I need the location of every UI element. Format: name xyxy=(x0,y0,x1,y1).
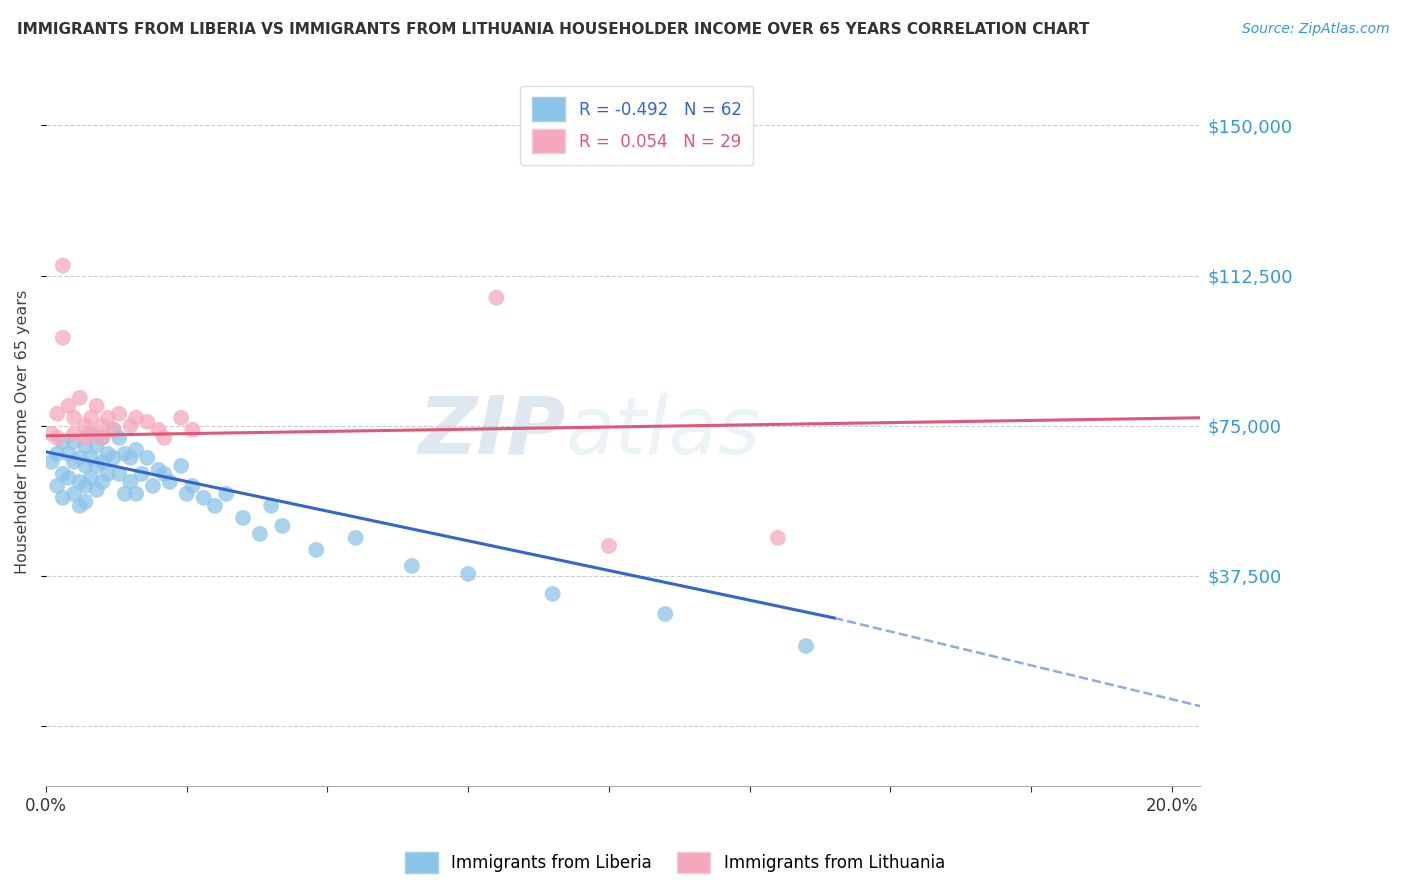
Point xyxy=(305,542,328,557)
Legend: Immigrants from Liberia, Immigrants from Lithuania: Immigrants from Liberia, Immigrants from… xyxy=(398,846,952,880)
Point xyxy=(204,499,226,513)
Point xyxy=(69,499,91,513)
Text: ZIP: ZIP xyxy=(418,392,565,471)
Point xyxy=(120,418,142,433)
Point xyxy=(80,426,103,441)
Point xyxy=(86,399,108,413)
Point xyxy=(136,450,159,465)
Point xyxy=(58,447,80,461)
Point xyxy=(80,410,103,425)
Point xyxy=(108,431,131,445)
Legend: R = -0.492   N = 62, R =  0.054   N = 29: R = -0.492 N = 62, R = 0.054 N = 29 xyxy=(520,86,754,165)
Point xyxy=(260,499,283,513)
Point xyxy=(170,458,193,473)
Point xyxy=(75,458,97,473)
Point xyxy=(75,439,97,453)
Point xyxy=(52,467,75,481)
Text: Source: ZipAtlas.com: Source: ZipAtlas.com xyxy=(1241,22,1389,37)
Point xyxy=(97,410,120,425)
Point xyxy=(46,447,69,461)
Text: IMMIGRANTS FROM LIBERIA VS IMMIGRANTS FROM LITHUANIA HOUSEHOLDER INCOME OVER 65 : IMMIGRANTS FROM LIBERIA VS IMMIGRANTS FR… xyxy=(17,22,1090,37)
Point xyxy=(176,487,198,501)
Point xyxy=(41,455,63,469)
Point xyxy=(86,439,108,453)
Point xyxy=(153,431,176,445)
Point xyxy=(457,566,479,581)
Point xyxy=(153,467,176,481)
Point xyxy=(75,431,97,445)
Point xyxy=(114,487,136,501)
Point xyxy=(125,487,148,501)
Point xyxy=(108,467,131,481)
Point xyxy=(120,450,142,465)
Point xyxy=(63,410,86,425)
Point xyxy=(52,434,75,449)
Point xyxy=(91,431,114,445)
Point xyxy=(46,407,69,421)
Point xyxy=(58,399,80,413)
Point xyxy=(142,479,165,493)
Point xyxy=(148,463,170,477)
Point xyxy=(131,467,153,481)
Y-axis label: Householder Income Over 65 years: Householder Income Over 65 years xyxy=(15,290,30,574)
Point xyxy=(63,455,86,469)
Point xyxy=(120,475,142,489)
Point xyxy=(103,423,125,437)
Point xyxy=(114,447,136,461)
Point xyxy=(232,511,254,525)
Point xyxy=(125,410,148,425)
Point xyxy=(52,259,75,273)
Point xyxy=(63,434,86,449)
Point xyxy=(766,531,789,545)
Point xyxy=(181,479,204,493)
Point xyxy=(541,587,564,601)
Point xyxy=(80,450,103,465)
Point xyxy=(75,495,97,509)
Point xyxy=(249,527,271,541)
Point xyxy=(69,391,91,405)
Point xyxy=(344,531,367,545)
Point xyxy=(485,291,508,305)
Point xyxy=(654,607,676,621)
Point xyxy=(91,431,114,445)
Point xyxy=(63,426,86,441)
Point xyxy=(69,475,91,489)
Point xyxy=(58,471,80,485)
Point xyxy=(80,471,103,485)
Point xyxy=(91,455,114,469)
Point xyxy=(271,519,294,533)
Point xyxy=(125,442,148,457)
Point xyxy=(108,407,131,421)
Point xyxy=(215,487,238,501)
Point xyxy=(598,539,620,553)
Point xyxy=(103,423,125,437)
Point xyxy=(46,479,69,493)
Point xyxy=(52,491,75,505)
Point xyxy=(401,558,423,573)
Point xyxy=(103,450,125,465)
Point xyxy=(181,423,204,437)
Point xyxy=(75,418,97,433)
Point xyxy=(97,447,120,461)
Point xyxy=(69,450,91,465)
Point xyxy=(86,483,108,497)
Point xyxy=(91,475,114,489)
Point xyxy=(136,415,159,429)
Text: atlas: atlas xyxy=(565,392,761,471)
Point xyxy=(80,426,103,441)
Point xyxy=(91,418,114,433)
Point xyxy=(86,458,108,473)
Point xyxy=(170,410,193,425)
Point xyxy=(52,331,75,345)
Point xyxy=(193,491,215,505)
Point xyxy=(97,467,120,481)
Point xyxy=(46,431,69,445)
Point xyxy=(41,426,63,441)
Point xyxy=(794,639,817,653)
Point xyxy=(75,479,97,493)
Point xyxy=(148,423,170,437)
Point xyxy=(159,475,181,489)
Point xyxy=(63,487,86,501)
